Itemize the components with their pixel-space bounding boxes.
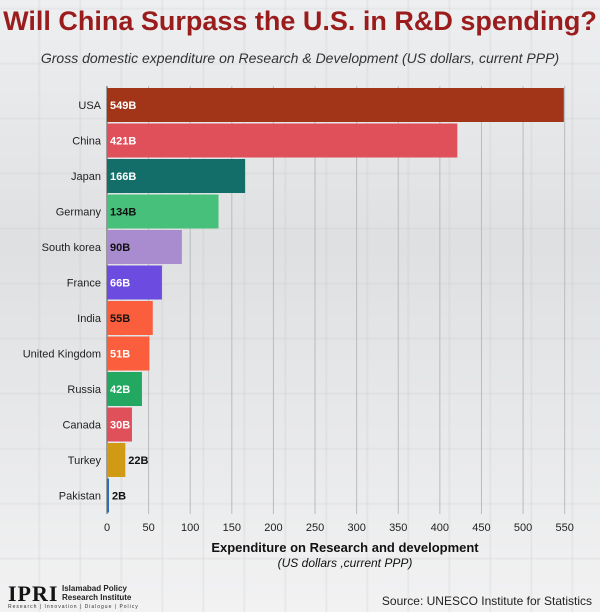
bar-chart: 549B421B166B134B90B66B55B51B42B30B22B2B … [23, 86, 574, 534]
category-label-russia: Russia [67, 384, 102, 396]
bar-united-kingdom [107, 336, 150, 371]
bar-china [107, 123, 458, 158]
category-label-germany: Germany [56, 207, 102, 219]
bar-pakistan [107, 478, 109, 513]
value-label-turkey: 22B [128, 455, 148, 467]
category-labels: USA China Japan Germany South korea France Ind… [23, 100, 102, 503]
logo-mark: IPRI [8, 581, 59, 606]
x-tick-550: 550 [555, 522, 573, 534]
x-tick-150: 150 [223, 522, 241, 534]
category-label-canada: Canada [62, 420, 101, 432]
x-tick-350: 350 [389, 522, 407, 534]
x-tick-0: 0 [104, 522, 110, 534]
x-axis-label: Expenditure on Research and development [211, 540, 479, 555]
value-label-india: 55B [110, 313, 130, 325]
value-label-united-kingdom: 51B [110, 349, 130, 361]
source-note: Source: UNESCO Institute for Statistics [381, 594, 592, 608]
x-tick-100: 100 [181, 522, 199, 534]
x-axis-sublabel: (US dollars ,current PPP) [277, 556, 413, 570]
bar-usa [107, 88, 564, 122]
category-label-south-korea: South korea [42, 242, 102, 254]
value-label-china: 421B [110, 136, 136, 148]
value-label-france: 66B [110, 278, 130, 290]
x-tick-300: 300 [347, 522, 365, 534]
bar-turkey [107, 443, 126, 477]
x-tick-200: 200 [264, 522, 282, 534]
logo-name: Islamabad Policy Research Institute [62, 584, 132, 602]
logo-tagline: Research | Innovation | Dialogue | Polic… [8, 604, 139, 610]
bar-south-korea [107, 230, 182, 264]
x-tick-50: 50 [142, 522, 154, 534]
category-label-pakistan: Pakistan [59, 491, 101, 503]
category-label-united-kingdom: United Kingdom [23, 349, 101, 361]
value-label-germany: 134B [110, 207, 136, 219]
value-label-japan: 166B [110, 171, 136, 183]
chart-title: Will China Surpass the U.S. in R&D spend… [3, 6, 597, 36]
value-label-south-korea: 90B [110, 242, 130, 254]
category-label-china: China [72, 136, 102, 148]
bar-canada [107, 407, 132, 442]
bar-germany [107, 194, 219, 229]
ipri-logo: IPRI Islamabad Policy Research Institute… [8, 583, 148, 611]
category-label-india: India [77, 313, 102, 325]
bar-france [107, 265, 162, 300]
chart-subtitle: Gross domestic expenditure on Research &… [40, 50, 560, 66]
bar-japan [107, 159, 246, 193]
x-tick-450: 450 [472, 522, 490, 534]
category-label-turkey: Turkey [68, 455, 102, 467]
category-label-usa: USA [78, 100, 101, 112]
bar-india [107, 301, 153, 335]
bar-russia [107, 372, 142, 406]
x-tick-labels: 0 50 100 150 200 250 300 350 400 450 500 550 [104, 522, 574, 534]
bars: 549B 421B 166B 134B 90B 66B 55B 51B 42B 30B 22B 2B [107, 88, 564, 513]
x-tick-500: 500 [514, 522, 532, 534]
category-label-france: France [67, 278, 101, 290]
value-label-russia: 42B [110, 384, 130, 396]
category-label-japan: Japan [71, 171, 101, 183]
x-tick-400: 400 [431, 522, 449, 534]
x-tick-250: 250 [306, 522, 324, 534]
value-label-pakistan: 2B [112, 491, 126, 503]
value-label-canada: 30B [110, 420, 130, 432]
value-label-usa: 549B [110, 100, 136, 112]
